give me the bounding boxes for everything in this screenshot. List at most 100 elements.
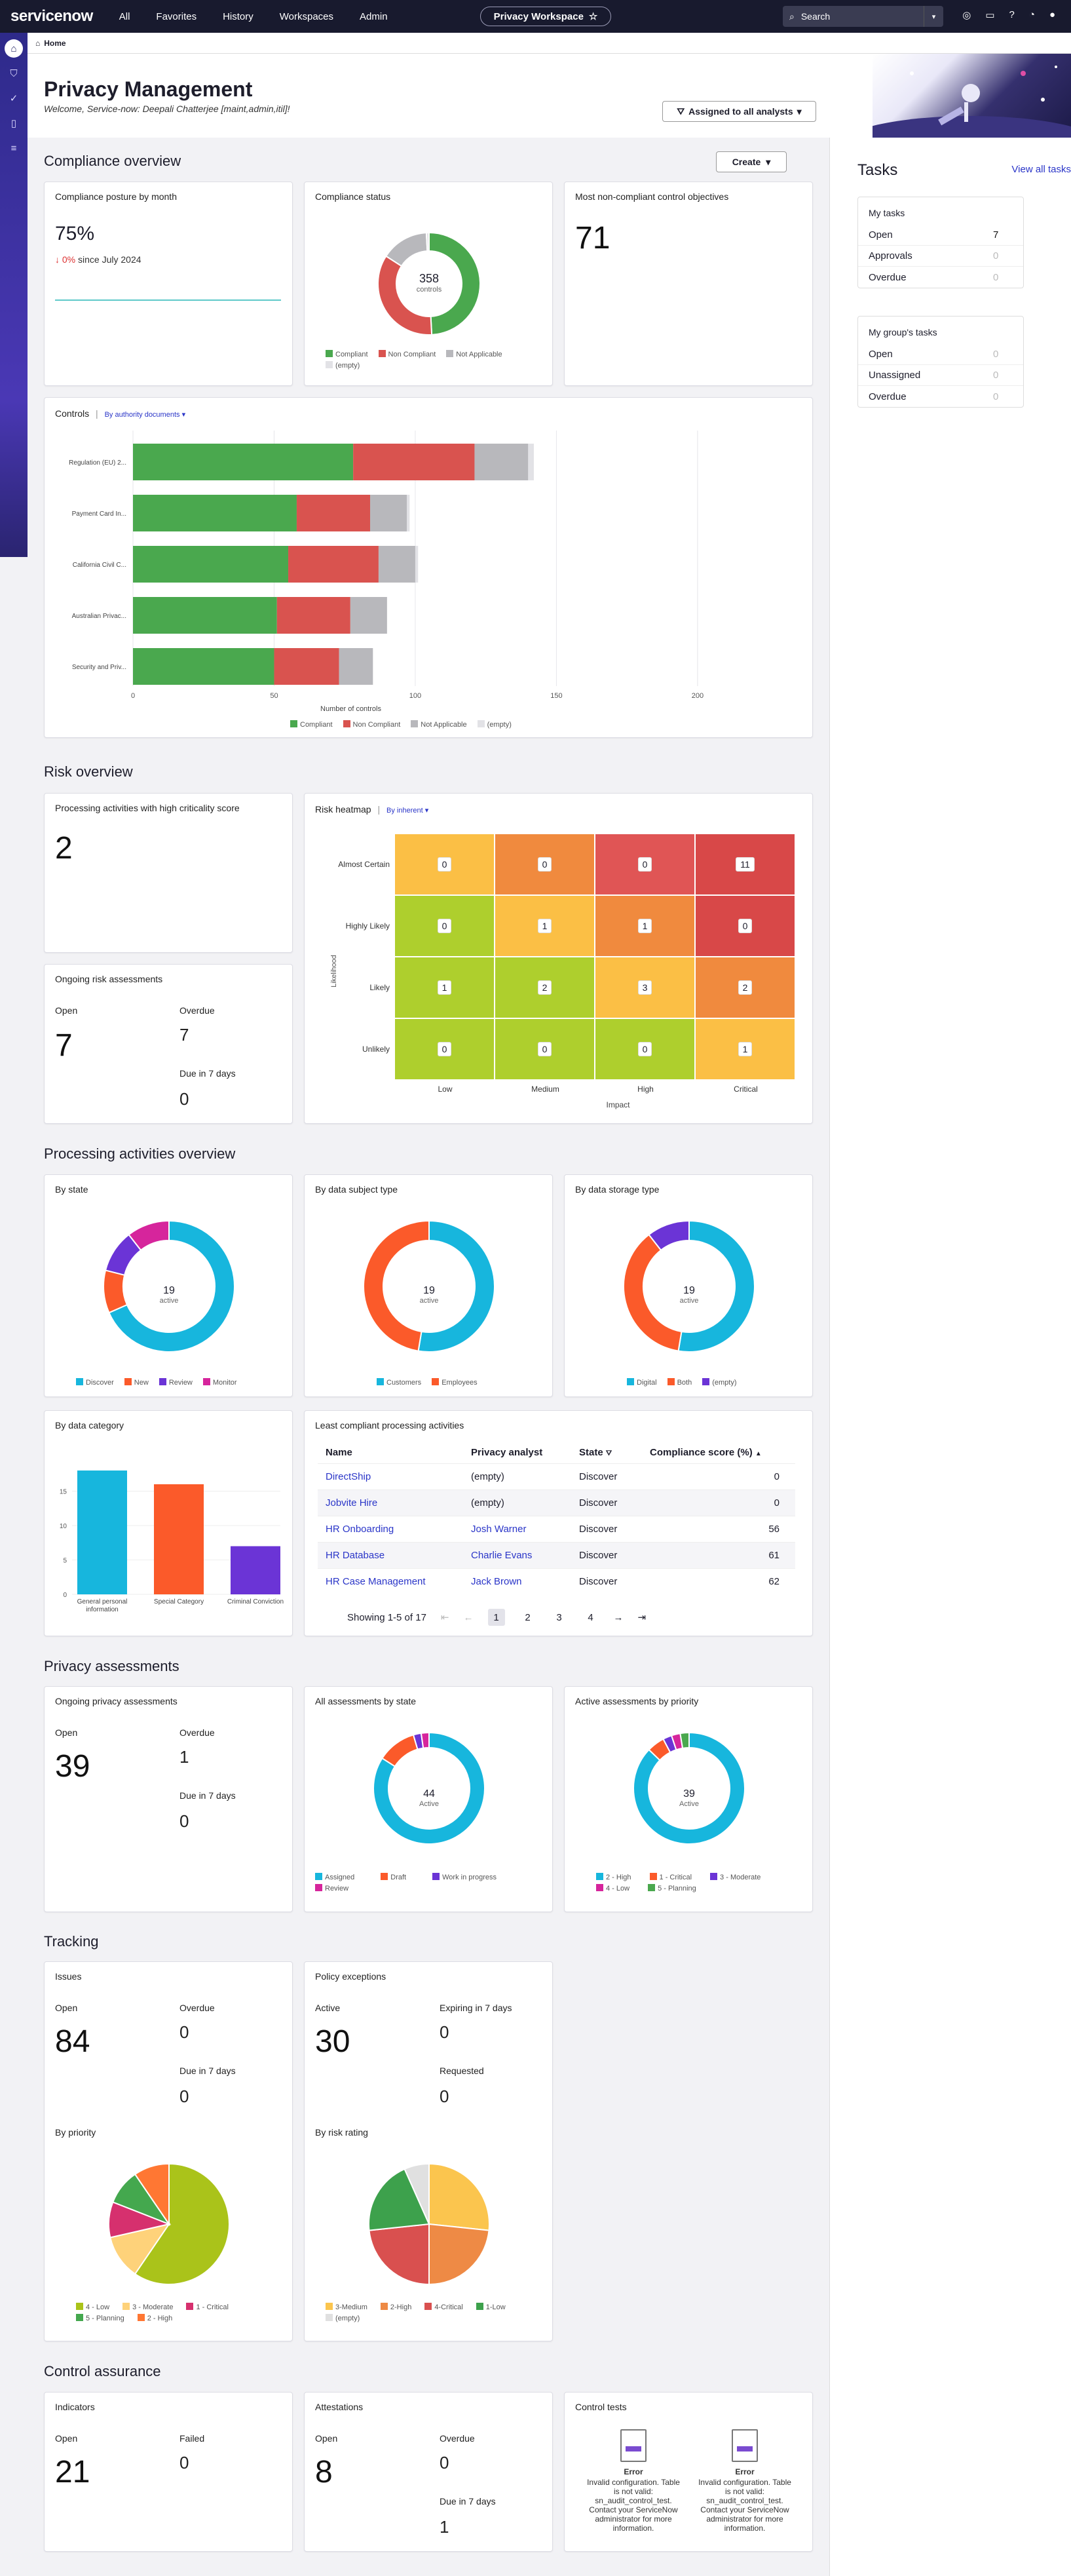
heatmap-cell[interactable]: 2	[696, 957, 795, 1018]
legend-item[interactable]: 3 - Moderate	[710, 1873, 761, 1881]
legend-item[interactable]: Not Applicable	[411, 720, 467, 729]
open-value[interactable]: 7	[55, 1028, 73, 1063]
page-1[interactable]: 1	[487, 1609, 505, 1626]
legend-item[interactable]: 2-High	[380, 2303, 411, 2311]
chart-slice[interactable]	[128, 1221, 170, 1252]
legend-item[interactable]: 1-Low	[476, 2303, 506, 2311]
legend-item[interactable]: Employees	[432, 1378, 478, 1387]
heatmap-cell[interactable]: 0	[595, 1019, 694, 1079]
chart-slice[interactable]	[134, 2163, 170, 2227]
table-row[interactable]: HR Onboarding Josh Warner Discover 56	[318, 1515, 795, 1542]
failed-value[interactable]: 0	[179, 2453, 189, 2472]
legend-item[interactable]: Not Applicable	[446, 350, 502, 358]
last-page-icon[interactable]: ⇥	[637, 1612, 647, 1623]
assigned-filter-button[interactable]: ⛛ Assigned to all analysts ▾	[662, 101, 816, 122]
legend-item[interactable]: 4 - Low	[76, 2303, 109, 2311]
chat-icon[interactable]: ▭	[985, 10, 995, 21]
non-compliant-objectives-card[interactable]: Most non-compliant control objectives 71	[564, 182, 813, 386]
bar-segment[interactable]	[288, 546, 379, 583]
bar-segment[interactable]	[415, 546, 419, 583]
legend-item[interactable]: 2 - High	[137, 2314, 172, 2322]
bar-segment[interactable]	[133, 444, 354, 480]
requested-value[interactable]: 0	[440, 2086, 449, 2106]
task-row[interactable]: Open 0	[858, 344, 1023, 365]
legend-item[interactable]: Assigned	[315, 1873, 354, 1881]
table-row[interactable]: HR Database Charlie Evans Discover 61	[318, 1541, 795, 1568]
legend-item[interactable]: 3 - Moderate	[122, 2303, 173, 2311]
check-circle-icon[interactable]: ✓	[9, 93, 18, 104]
open-value[interactable]: 21	[55, 2455, 90, 2489]
controls-filter-dropdown[interactable]: By authority documents ▾	[104, 411, 186, 419]
column-header-state[interactable]: State ⛛	[579, 1447, 612, 1459]
cell-name[interactable]: HR Case Management	[318, 1567, 463, 1594]
bar-segment[interactable]	[370, 495, 407, 531]
heatmap-filter-dropdown[interactable]: By inherent ▾	[386, 807, 429, 815]
chart-slice[interactable]	[648, 1221, 690, 1252]
cell-analyst[interactable]: Josh Warner	[463, 1515, 571, 1542]
heatmap-cell[interactable]: 1	[696, 1019, 795, 1079]
overdue-value[interactable]: 7	[179, 1025, 189, 1045]
previous-page-icon[interactable]: ←	[463, 1611, 474, 1623]
chart-slice[interactable]	[368, 2168, 430, 2231]
cell-name[interactable]: HR Database	[318, 1541, 463, 1568]
legend-item[interactable]: Non Compliant	[343, 720, 400, 729]
task-row[interactable]: Overdue 0	[869, 271, 999, 283]
heatmap-cell[interactable]: 1	[595, 896, 694, 956]
list-icon[interactable]: ≡	[10, 142, 17, 154]
open-value[interactable]: 8	[315, 2455, 333, 2489]
global-search[interactable]: ⌕ Search ▾	[783, 6, 943, 27]
due-value[interactable]: 1	[440, 2517, 449, 2537]
chart-slice[interactable]	[377, 255, 433, 336]
legend-item[interactable]: Customers	[377, 1378, 421, 1387]
nav-workspaces[interactable]: Workspaces	[279, 10, 334, 22]
notification-bell-icon[interactable]: ◔	[1028, 9, 1035, 20]
heatmap-cell[interactable]: 0	[495, 1019, 594, 1079]
legend-item[interactable]: 4 - Low	[596, 1884, 629, 1893]
overdue-value[interactable]: 0	[179, 2022, 189, 2042]
chart-slice[interactable]	[420, 1733, 430, 1749]
legend-item[interactable]: (empty)	[477, 720, 512, 729]
create-button[interactable]: Create ▾	[716, 151, 787, 172]
task-row[interactable]: Unassigned 0	[858, 365, 1023, 386]
search-input[interactable]: Search	[800, 11, 831, 22]
page-2[interactable]: 2	[525, 1611, 531, 1623]
bar-segment[interactable]	[407, 495, 410, 531]
user-avatar-icon[interactable]: ●	[1049, 9, 1055, 20]
chart-slice[interactable]	[417, 1221, 495, 1352]
legend-item[interactable]: Draft	[381, 1873, 406, 1881]
legend-item[interactable]: 5 - Planning	[76, 2314, 124, 2322]
page-3[interactable]: 3	[556, 1611, 562, 1623]
legend-item[interactable]: Non Compliant	[378, 350, 436, 358]
workspace-pill[interactable]: Privacy Workspace ☆	[480, 7, 611, 26]
table-row[interactable]: HR Case Management Jack Brown Discover 62	[318, 1567, 795, 1594]
active-value[interactable]: 30	[315, 2024, 350, 2059]
star-icon[interactable]: ☆	[588, 11, 598, 22]
legend-item[interactable]: Discover	[76, 1378, 114, 1387]
heatmap-cell[interactable]: 11	[696, 834, 795, 894]
bar-segment[interactable]	[133, 648, 274, 685]
heatmap-cell[interactable]: 0	[395, 1019, 494, 1079]
bar-segment[interactable]	[276, 597, 350, 634]
bar-segment[interactable]	[350, 597, 387, 634]
chart-slice[interactable]	[108, 1221, 235, 1352]
bar-segment[interactable]	[474, 444, 529, 480]
task-row[interactable]: Approvals 0	[858, 246, 1023, 267]
legend-item[interactable]: Compliant	[290, 720, 333, 729]
high-criticality-card[interactable]: Processing activities with high critical…	[44, 793, 293, 953]
bar-segment[interactable]	[353, 444, 475, 480]
legend-item[interactable]: 3-Medium	[326, 2303, 367, 2311]
heatmap-cell[interactable]: 2	[495, 957, 594, 1018]
bar-segment[interactable]	[296, 495, 370, 531]
cell-analyst[interactable]: Charlie Evans	[463, 1541, 571, 1568]
expiring-value[interactable]: 0	[440, 2022, 449, 2042]
legend-item[interactable]: Digital	[627, 1378, 657, 1387]
chart-slice[interactable]	[679, 1733, 690, 1749]
home-icon[interactable]: ⌂	[5, 39, 23, 58]
legend-item[interactable]: Compliant	[326, 350, 368, 358]
chart-slice[interactable]	[428, 2163, 490, 2231]
bar[interactable]	[77, 1471, 127, 1594]
heatmap-cell[interactable]: 0	[696, 896, 795, 956]
chart-slice[interactable]	[368, 2223, 430, 2286]
cell-analyst[interactable]: Jack Brown	[463, 1567, 571, 1594]
legend-item[interactable]: Work in progress	[432, 1873, 497, 1881]
